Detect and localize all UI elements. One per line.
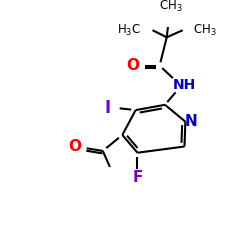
Text: CH$_3$: CH$_3$ [193, 23, 217, 38]
Text: CH$_3$: CH$_3$ [159, 0, 183, 14]
Text: O: O [126, 58, 140, 73]
Text: F: F [132, 170, 142, 185]
Text: NH: NH [173, 78, 196, 92]
Text: I: I [104, 99, 110, 117]
Text: O: O [68, 139, 81, 154]
Text: H$_3$C: H$_3$C [118, 23, 142, 38]
Text: N: N [184, 114, 197, 129]
